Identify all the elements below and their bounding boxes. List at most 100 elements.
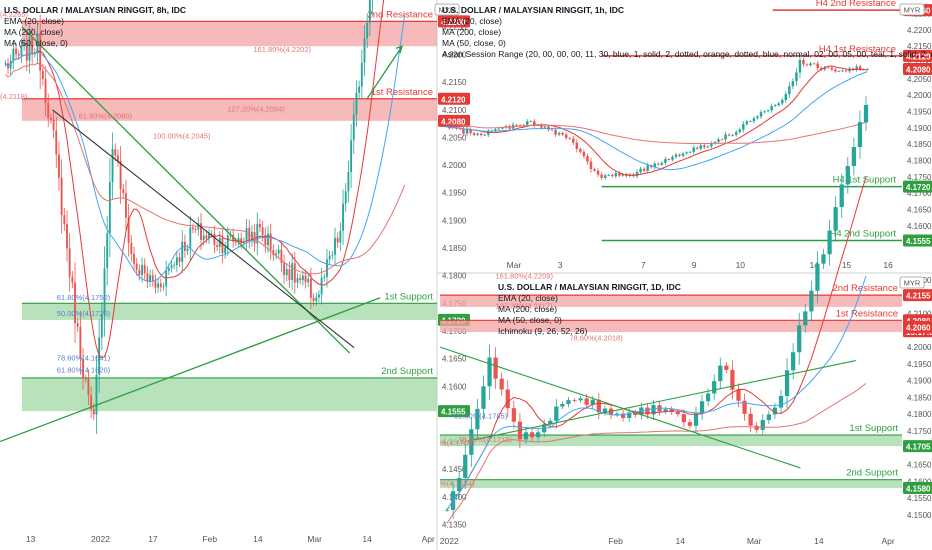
y-tick-label: 4.2000 <box>907 343 932 352</box>
y-tick-label: 4.2150 <box>442 78 467 87</box>
candle-body <box>572 138 575 143</box>
candle-body <box>664 159 667 163</box>
indicator-legend: Asian Session Range (20, 00, 00, 00, 11,… <box>442 49 932 59</box>
candle-body <box>548 420 553 425</box>
fib-label: 161.80%(4.2202) <box>253 45 311 54</box>
x-tick-label: Mar <box>507 260 522 270</box>
candle-body <box>275 253 277 256</box>
ma-200-line <box>446 383 867 524</box>
candle-body <box>189 227 192 249</box>
candle-body <box>675 412 680 415</box>
zone-1st-support <box>440 435 902 447</box>
candle-body <box>784 94 788 101</box>
candle-body <box>773 105 777 106</box>
candle-body <box>554 129 557 135</box>
candle-body <box>857 122 863 148</box>
candle-body <box>837 71 841 72</box>
candle-body <box>674 154 678 157</box>
candle-body <box>157 283 160 288</box>
candle-body <box>151 275 154 281</box>
candle-body <box>31 37 34 54</box>
candle-body <box>494 129 497 131</box>
chart-title: U.S. DOLLAR / MALAYSIAN RINGGIT, 1D, IDC <box>498 282 681 292</box>
candle-body <box>795 72 798 82</box>
candle-body <box>812 63 816 65</box>
candle-body <box>851 68 855 70</box>
price-tag <box>903 289 932 302</box>
candle-body <box>858 66 862 70</box>
candle-body <box>805 64 809 66</box>
candle-body <box>98 337 101 375</box>
candle-body <box>515 124 518 126</box>
fib-label: 61.80%(4.2080) <box>79 112 133 121</box>
candle-body <box>798 59 802 73</box>
candle-body <box>315 297 318 302</box>
candle-body <box>778 396 784 408</box>
candle-body <box>529 432 535 438</box>
zone-2nd-resistance <box>21 21 437 47</box>
price-tag <box>903 62 932 75</box>
candle-body <box>596 170 600 175</box>
candle-body <box>607 174 610 176</box>
candle-body <box>646 165 649 171</box>
candle-body <box>827 67 830 69</box>
x-tick-label: Feb <box>202 534 217 544</box>
y-tick-label: 4.2100 <box>442 106 467 115</box>
candle-body <box>141 264 143 276</box>
candle-body <box>752 118 756 122</box>
candle-body <box>621 174 625 176</box>
x-tick-label: 17 <box>148 534 158 544</box>
candle-body <box>633 412 638 416</box>
fib-label: %(4.1705) <box>440 438 475 447</box>
y-tick-label: 4.1700 <box>907 189 932 198</box>
zone-label: 2nd Resistance <box>833 283 898 294</box>
indicator-legend: MA (50, close, 0) <box>498 315 562 325</box>
candle-body <box>358 86 361 93</box>
ma-50-line <box>445 71 868 171</box>
zone-label: 1st Resistance <box>371 87 433 98</box>
candle-body <box>772 407 778 415</box>
candle-body <box>523 432 529 440</box>
candle-body <box>256 223 259 244</box>
level-label: H4 2nd Support <box>829 229 896 240</box>
y-tick-label: 4.2100 <box>907 58 932 67</box>
candle-body <box>760 420 765 430</box>
x-tick-label: 2022 <box>440 536 459 546</box>
candle-body <box>505 389 510 409</box>
candle-body <box>479 133 483 136</box>
candle-body <box>863 104 869 123</box>
indicator-legend: EMA (20, close) <box>442 16 502 26</box>
y-tick-label: 4.1800 <box>442 272 467 281</box>
candle-body <box>497 128 501 130</box>
candle-body <box>245 227 248 242</box>
candle-body <box>483 134 486 136</box>
x-tick-label: 14 <box>809 260 819 270</box>
candle-body <box>106 233 109 269</box>
candle-body <box>186 248 189 251</box>
candle-body <box>323 277 326 278</box>
candle-body <box>41 70 44 79</box>
candle-body <box>240 238 243 244</box>
candle-body <box>687 422 693 426</box>
y-tick-label: 4.2000 <box>442 161 467 170</box>
y-tick-label: 4.1550 <box>907 494 932 503</box>
y-tick-label: 4.1600 <box>442 382 467 391</box>
candle-body <box>501 127 504 129</box>
candle-body <box>748 413 753 426</box>
indicator-legend: MA (200, close) <box>4 27 63 37</box>
y-tick-label: 4.1950 <box>907 360 932 369</box>
y-tick-label: 4.1900 <box>907 124 932 133</box>
currency-badge <box>434 3 460 16</box>
target-arrow-line <box>366 45 403 100</box>
ma-50-line <box>4 14 406 283</box>
candle-body <box>533 121 536 126</box>
price-tag-label: 4.2155 <box>906 292 931 301</box>
indicator-legend: MA (200, close) <box>442 27 501 37</box>
ema-20-line <box>446 176 867 511</box>
candle-body <box>564 134 568 138</box>
candle-body <box>487 131 490 135</box>
candle-body <box>487 357 492 387</box>
candle-body <box>218 237 221 247</box>
trendline <box>0 297 381 443</box>
y-tick-label: 4.1650 <box>442 355 467 364</box>
